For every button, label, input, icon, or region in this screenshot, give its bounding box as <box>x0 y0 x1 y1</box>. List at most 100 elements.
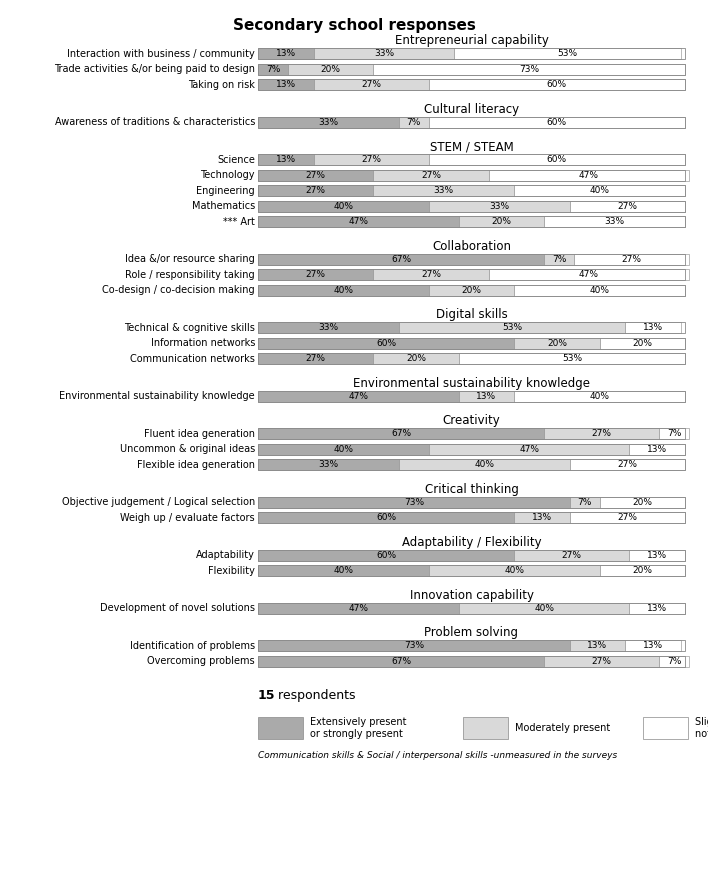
Text: 33%: 33% <box>319 118 338 127</box>
Text: 47%: 47% <box>579 171 599 179</box>
Text: 73%: 73% <box>404 641 424 650</box>
Text: 27%: 27% <box>421 270 441 279</box>
Bar <box>570 512 685 523</box>
Text: 13%: 13% <box>643 323 663 332</box>
Bar <box>258 428 685 439</box>
Text: Adaptability: Adaptability <box>196 550 255 560</box>
Bar <box>258 186 685 196</box>
Bar <box>258 603 685 613</box>
Bar <box>258 338 685 349</box>
Text: 40%: 40% <box>534 604 554 612</box>
Bar <box>258 170 685 181</box>
Text: 33%: 33% <box>319 323 338 332</box>
Text: 20%: 20% <box>632 339 652 347</box>
Text: 27%: 27% <box>306 354 326 363</box>
Text: 60%: 60% <box>376 339 396 347</box>
Text: 27%: 27% <box>421 171 441 179</box>
Text: 53%: 53% <box>502 323 522 332</box>
Bar <box>258 391 459 402</box>
Bar <box>258 48 314 60</box>
Text: 13%: 13% <box>647 604 668 612</box>
Text: Extensively present
or strongly present: Extensively present or strongly present <box>310 718 406 738</box>
Text: 47%: 47% <box>348 217 368 227</box>
Bar <box>489 270 690 280</box>
Text: 7%: 7% <box>266 65 280 74</box>
Text: 13%: 13% <box>275 155 296 164</box>
Bar <box>514 512 570 523</box>
Text: Innovation capability: Innovation capability <box>409 589 534 602</box>
Bar <box>258 338 514 349</box>
Bar <box>258 254 685 265</box>
Bar <box>258 640 570 651</box>
Text: 47%: 47% <box>579 270 599 279</box>
Text: Environmental sustainability knowledge: Environmental sustainability knowledge <box>59 391 255 402</box>
Text: 7%: 7% <box>667 657 682 666</box>
Bar <box>429 444 629 455</box>
Text: 20%: 20% <box>406 354 426 363</box>
Bar <box>314 154 429 165</box>
Bar <box>258 512 685 523</box>
Bar <box>429 284 514 296</box>
Bar <box>258 200 685 212</box>
Text: 13%: 13% <box>647 444 668 454</box>
Text: 13%: 13% <box>476 392 496 401</box>
Text: 20%: 20% <box>321 65 341 74</box>
Bar <box>258 200 429 212</box>
Text: 40%: 40% <box>590 392 610 401</box>
Text: Communication skills & Social / interpersonal skills -unmeasured in the surveys: Communication skills & Social / interper… <box>258 751 617 760</box>
Bar <box>625 640 680 651</box>
Bar <box>373 186 514 196</box>
Bar <box>600 497 685 507</box>
Bar <box>570 200 685 212</box>
Bar <box>570 497 600 507</box>
Text: 47%: 47% <box>348 392 368 401</box>
Text: respondents: respondents <box>274 689 355 702</box>
Text: 33%: 33% <box>605 217 624 227</box>
Text: Secondary school responses: Secondary school responses <box>232 18 476 33</box>
Text: Trade activities &/or being paid to design: Trade activities &/or being paid to desi… <box>54 64 255 74</box>
Text: 67%: 67% <box>391 255 411 263</box>
Text: Development of novel solutions: Development of novel solutions <box>100 603 255 613</box>
Bar <box>258 216 459 228</box>
Bar <box>258 354 373 364</box>
Text: Overcoming problems: Overcoming problems <box>147 656 255 666</box>
Text: 20%: 20% <box>632 498 652 507</box>
Bar <box>258 444 429 455</box>
Bar <box>258 550 514 561</box>
Text: 13%: 13% <box>588 641 607 650</box>
Text: Taking on risk: Taking on risk <box>188 80 255 90</box>
Bar <box>399 459 570 470</box>
Text: Information networks: Information networks <box>151 339 255 348</box>
Text: Communication networks: Communication networks <box>130 354 255 364</box>
Bar <box>514 391 685 402</box>
Text: Engineering: Engineering <box>196 186 255 196</box>
Bar <box>258 322 399 333</box>
Text: 40%: 40% <box>333 202 353 211</box>
Bar <box>600 565 685 577</box>
Bar <box>643 717 688 739</box>
Bar <box>258 428 544 439</box>
Text: 27%: 27% <box>562 550 582 560</box>
Text: Role / responsibility taking: Role / responsibility taking <box>125 270 255 280</box>
Bar <box>258 512 514 523</box>
Text: Fluent idea generation: Fluent idea generation <box>144 429 255 438</box>
Text: 15: 15 <box>258 689 275 702</box>
Bar <box>459 603 629 613</box>
Text: 60%: 60% <box>547 80 567 89</box>
Text: 73%: 73% <box>519 65 539 74</box>
Text: Technical & cognitive skills: Technical & cognitive skills <box>124 323 255 332</box>
Bar <box>258 116 399 128</box>
Bar <box>258 640 685 651</box>
Bar <box>489 170 690 181</box>
Bar <box>258 655 544 667</box>
Bar <box>258 322 685 333</box>
Bar <box>258 550 685 561</box>
Text: 27%: 27% <box>306 186 326 195</box>
Bar <box>258 655 685 667</box>
Bar <box>514 186 685 196</box>
Bar <box>459 391 514 402</box>
Text: Flexible idea generation: Flexible idea generation <box>137 459 255 470</box>
Bar <box>399 116 429 128</box>
Bar <box>258 64 685 74</box>
Text: 40%: 40% <box>590 286 610 295</box>
